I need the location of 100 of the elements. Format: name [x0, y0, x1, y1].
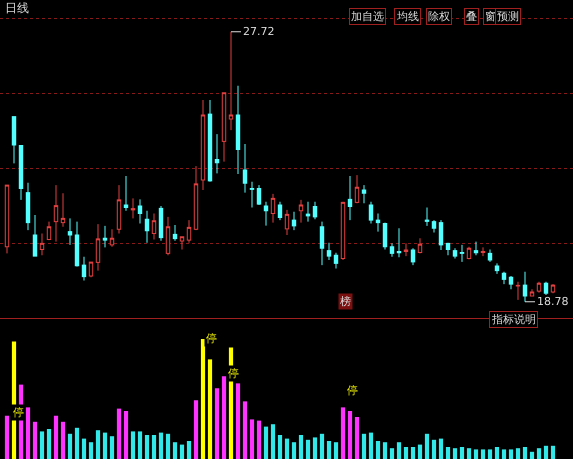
bar: [54, 416, 58, 459]
candlestick: [152, 213, 156, 240]
bar: [522, 447, 528, 459]
bar: [390, 448, 394, 459]
candlestick: [264, 201, 268, 226]
bar: [138, 431, 142, 459]
candlestick: [116, 184, 122, 234]
bar: [550, 446, 556, 459]
bar: [376, 441, 380, 459]
annotation: 榜: [340, 295, 351, 308]
candlestick: [466, 246, 472, 260]
bar: [26, 407, 30, 459]
candlestick: [432, 220, 436, 234]
bar: [68, 434, 72, 459]
candlestick: [488, 248, 492, 262]
bar: [306, 440, 310, 459]
bar: [446, 447, 450, 459]
bar: [116, 408, 122, 459]
bar: [180, 444, 184, 459]
candlestick: [26, 182, 30, 231]
bar: [460, 447, 464, 459]
candlestick: [194, 166, 198, 231]
candlestick: [130, 198, 136, 219]
candlestick: [278, 201, 282, 221]
candlestick: [424, 206, 430, 226]
candlestick: [362, 184, 366, 204]
bar: [250, 419, 254, 459]
bar: [46, 429, 52, 459]
candlestick: [96, 224, 100, 272]
bar: [334, 442, 338, 459]
bar: [278, 435, 282, 459]
bar: [494, 447, 500, 459]
candlestick: [54, 184, 58, 242]
candlestick: [404, 242, 408, 257]
bar: [418, 444, 422, 459]
bar: [438, 438, 444, 459]
bar: [166, 434, 170, 459]
candlestick: [284, 209, 290, 236]
bar: [214, 388, 220, 459]
bar: [270, 424, 276, 459]
bar: [530, 452, 534, 459]
annotation: 窗: [485, 10, 496, 23]
candlestick: [144, 210, 150, 244]
candlestick: [530, 288, 534, 298]
bar: [362, 434, 366, 459]
candlestick: [410, 248, 416, 266]
bar: [480, 449, 486, 459]
candlestick: [438, 220, 444, 251]
candlestick: [236, 85, 240, 174]
bar: [488, 449, 492, 459]
bar: [404, 447, 408, 459]
candlestick: [32, 214, 38, 257]
candlestick: [256, 184, 262, 206]
bar: [186, 441, 192, 459]
annotation: 叠: [466, 10, 477, 23]
candlestick: [368, 201, 374, 224]
candlestick: [446, 242, 450, 256]
candlestick: [82, 256, 86, 282]
bar: [474, 449, 478, 459]
bar: [502, 449, 506, 459]
candlestick: [376, 213, 380, 232]
candlestick: [102, 225, 108, 248]
bar: [172, 442, 178, 459]
annotation: 18.78: [537, 295, 568, 308]
bar: [102, 432, 108, 459]
candlestick: [418, 238, 422, 254]
candlestick: [326, 242, 332, 261]
bar: [158, 432, 164, 459]
candlestick: [186, 220, 192, 244]
candlestick: [502, 271, 506, 285]
bar: [536, 448, 542, 459]
bar: [320, 434, 324, 459]
candlestick: [312, 201, 318, 220]
bar: [410, 447, 416, 459]
candlestick: [334, 252, 338, 269]
bar: [82, 438, 86, 459]
annotation: 27.72: [243, 25, 274, 38]
bar: [60, 422, 66, 459]
candlestick: [4, 184, 10, 254]
candlestick: [18, 145, 24, 200]
candlestick: [270, 193, 276, 224]
bar: [354, 417, 360, 459]
annotation: 指标说明: [491, 313, 536, 326]
bar: [256, 420, 262, 459]
candlestick: [74, 221, 80, 268]
candlestick: [516, 281, 520, 300]
bar: [348, 411, 352, 459]
candlestick: [68, 218, 72, 246]
candlestick: [390, 242, 394, 258]
candlestick: [110, 228, 114, 248]
bar: [200, 339, 206, 459]
candlestick: [460, 244, 464, 262]
bar: [236, 383, 240, 459]
chart-title: 日线: [5, 1, 29, 15]
candlestick: [480, 246, 486, 257]
candlestick: [88, 262, 94, 278]
candlestick: [396, 228, 402, 258]
annotation: 加自选: [351, 10, 384, 23]
candlestick: [298, 199, 304, 224]
candlestick: [12, 116, 16, 164]
